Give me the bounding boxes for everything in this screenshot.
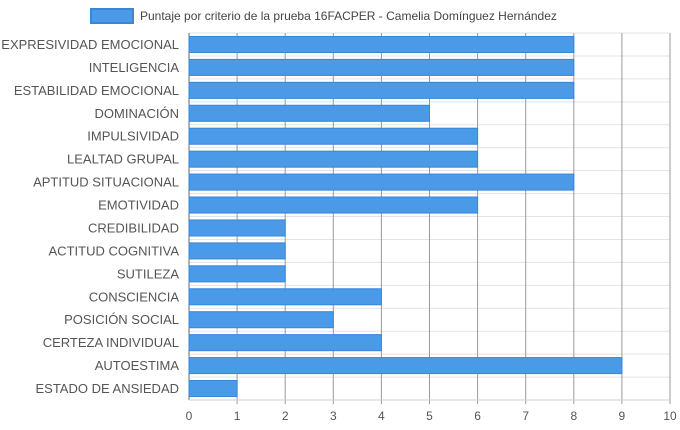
category-label: CONSCIENCIA — [89, 289, 180, 304]
category-label: APTITUD SITUACIONAL — [33, 175, 179, 190]
x-tick-label: 1 — [234, 409, 241, 423]
category-label: ESTADO DE ANSIEDAD — [35, 381, 179, 396]
x-tick-label: 2 — [282, 409, 289, 423]
x-tick-label: 4 — [378, 409, 385, 423]
x-tick-label: 6 — [474, 409, 481, 423]
x-tick-label: 0 — [186, 409, 193, 423]
grid — [188, 32, 671, 404]
category-label: EMOTIVIDAD — [98, 198, 179, 213]
category-label: CERTEZA INDIVIDUAL — [43, 335, 179, 350]
x-axis-tick-labels: 0 1 2 3 4 5 6 7 8 9 10 — [186, 409, 677, 423]
legend[interactable]: Puntaje por criterio de la prueba 16FACP… — [90, 8, 557, 24]
category-labels: EXPRESIVIDAD EMOCIONAL INTELIGENCIA ESTABI… — [1, 37, 179, 396]
x-tick-label: 10 — [663, 409, 677, 423]
x-tick-label: 9 — [619, 409, 626, 423]
bar[interactable] — [188, 311, 334, 329]
category-label: POSICIÓN SOCIAL — [64, 312, 179, 327]
bar[interactable] — [188, 334, 382, 352]
category-label: SUTILEZA — [117, 266, 179, 281]
bar[interactable] — [188, 81, 575, 99]
bar[interactable] — [188, 242, 286, 260]
bar[interactable] — [188, 35, 575, 53]
bar[interactable] — [188, 380, 238, 398]
category-label: EXPRESIVIDAD EMOCIONAL — [1, 37, 179, 52]
category-label: CREDIBILIDAD — [88, 220, 179, 235]
bar[interactable] — [188, 173, 575, 191]
bar[interactable] — [188, 127, 479, 145]
legend-swatch — [90, 8, 134, 24]
bar[interactable] — [188, 58, 575, 76]
bar[interactable] — [188, 288, 382, 306]
x-tick-label: 5 — [426, 409, 433, 423]
x-tick-label: 7 — [522, 409, 529, 423]
category-label: LEALTAD GRUPAL — [67, 152, 179, 167]
category-label: IMPULSIVIDAD — [87, 129, 179, 144]
bars — [188, 35, 623, 398]
x-tick-label: 3 — [330, 409, 337, 423]
bar[interactable] — [188, 357, 623, 375]
bar[interactable] — [188, 219, 286, 237]
category-label: AUTOESTIMA — [95, 358, 180, 373]
bar[interactable] — [188, 196, 479, 214]
bar[interactable] — [188, 150, 479, 168]
category-label: ESTABILIDAD EMOCIONAL — [14, 83, 179, 98]
category-label: DOMINACIÓN — [95, 106, 180, 121]
bar[interactable] — [188, 265, 286, 283]
bar[interactable] — [188, 104, 430, 122]
legend-label: Puntaje por criterio de la prueba 16FACP… — [140, 9, 557, 23]
x-tick-label: 8 — [570, 409, 577, 423]
category-label: INTELIGENCIA — [89, 60, 180, 75]
category-label: ACTITUD COGNITIVA — [49, 243, 180, 258]
